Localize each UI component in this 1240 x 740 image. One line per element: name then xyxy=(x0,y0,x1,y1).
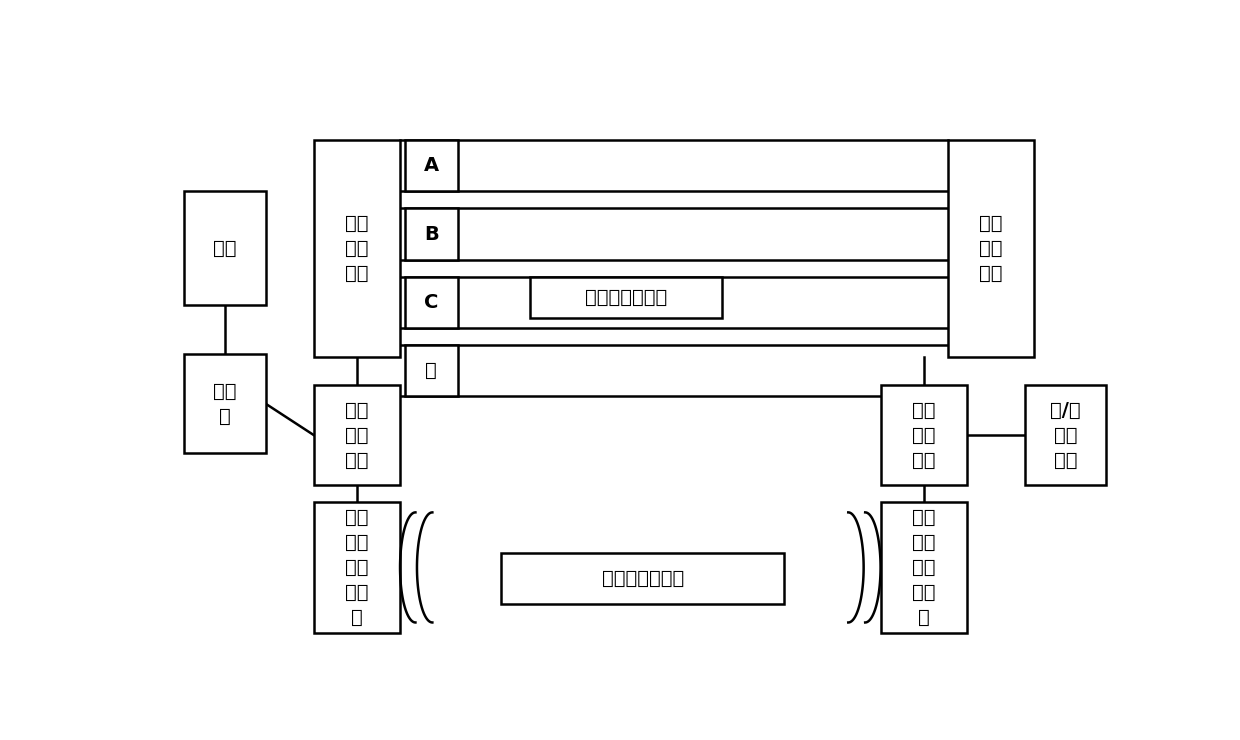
Text: 双模
通讯
模块: 双模 通讯 模块 xyxy=(913,400,935,469)
Text: 双模
路由
模块: 双模 路由 模块 xyxy=(345,400,368,469)
Text: 电力线载波通讯: 电力线载波通讯 xyxy=(585,288,667,307)
Bar xyxy=(947,140,1034,357)
Text: 载波
通讯
单元: 载波 通讯 单元 xyxy=(345,214,368,283)
Text: B: B xyxy=(424,225,439,243)
Text: 微功
率无
线通
讯单
元: 微功 率无 线通 讯单 元 xyxy=(913,508,935,627)
Text: 载波
通讯
单元: 载波 通讯 单元 xyxy=(980,214,1003,283)
Bar xyxy=(314,385,401,485)
Text: A: A xyxy=(424,156,439,175)
Bar xyxy=(529,277,722,318)
Bar xyxy=(314,502,401,633)
Bar xyxy=(404,277,458,328)
Text: 微功率无线通讯: 微功率无线通讯 xyxy=(601,569,683,588)
Bar xyxy=(314,140,401,357)
Text: 主站: 主站 xyxy=(213,239,237,258)
Text: 微功
率无
线通
讯单
元: 微功 率无 线通 讯单 元 xyxy=(345,508,368,627)
Bar xyxy=(184,192,265,306)
Bar xyxy=(404,140,458,192)
Bar xyxy=(501,554,785,605)
Bar xyxy=(880,502,967,633)
Bar xyxy=(404,345,458,397)
Text: 零: 零 xyxy=(425,361,438,380)
Bar xyxy=(880,385,967,485)
Text: 集中
器: 集中 器 xyxy=(213,382,237,426)
Bar xyxy=(404,209,458,260)
Text: C: C xyxy=(424,293,439,312)
Bar xyxy=(1024,385,1106,485)
Bar xyxy=(184,354,265,454)
Text: 单/三
相智
能表: 单/三 相智 能表 xyxy=(1050,400,1081,469)
